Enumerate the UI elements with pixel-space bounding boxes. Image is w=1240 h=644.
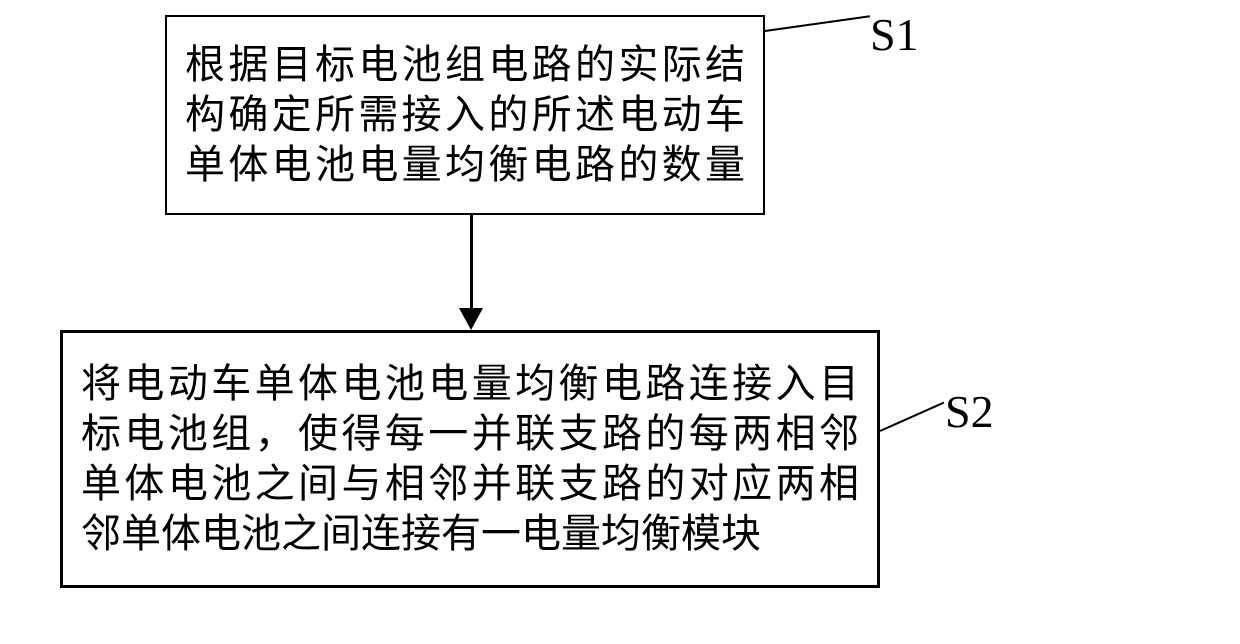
flow-node-s1-line-2: 构确定所需接入的所述电动车 [185, 90, 745, 140]
flow-node-s2-line-4: 邻单体电池之间连接有一电量均衡模块 [81, 509, 859, 559]
step-label-s2: S2 [945, 385, 994, 438]
flow-node-s1-line-1: 根据目标电池组电路的实际结 [185, 40, 745, 90]
flow-node-s2-line-2: 标电池组，使得每一并联支路的每两相邻 [81, 409, 859, 459]
arrow-shaft-s1-s2 [470, 215, 473, 315]
flow-node-s1: 根据目标电池组电路的实际结 构确定所需接入的所述电动车 单体电池电量均衡电路的数… [165, 15, 765, 215]
flow-node-s2: 将电动车单体电池电量均衡电路连接入目 标电池组，使得每一并联支路的每两相邻 单体… [60, 330, 880, 588]
step-label-s1: S1 [870, 8, 919, 61]
flow-node-s2-line-1: 将电动车单体电池电量均衡电路连接入目 [81, 359, 859, 409]
leader-line-s1 [765, 15, 870, 32]
arrow-head-icon [459, 308, 483, 330]
leader-line-s2 [880, 402, 945, 432]
flow-node-s1-line-3: 单体电池电量均衡电路的数量 [185, 140, 745, 190]
flow-node-s2-line-3: 单体电池之间与相邻并联支路的对应两相 [81, 459, 859, 509]
